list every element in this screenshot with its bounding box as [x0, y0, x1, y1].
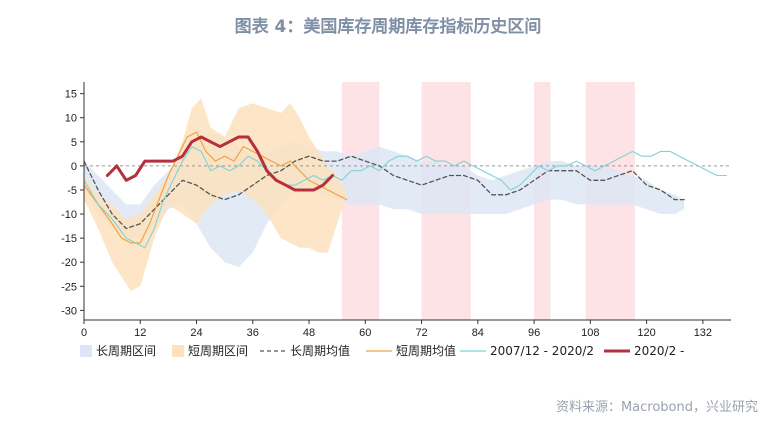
series-line [105, 135, 334, 192]
chart-title: 图表 4：美国库存周期库存指标历史区间 [234, 17, 542, 37]
legend-label: 长周期均值 [290, 343, 350, 358]
axes: 15 10 5 0 -5 -10 -15 -20 -25 -30 0 12 24 36 48 60 72 84 96… [61, 82, 731, 339]
legend-label: 短周期区间 [188, 344, 248, 358]
x-tick-label: 60 [359, 327, 371, 339]
legend-swatch [172, 345, 184, 357]
legend: 长周期区间 短周期区间 长周期均值 短周期均值 2007/12 - 2020/2 2020… [80, 343, 684, 358]
series-lines [83, 131, 727, 249]
x-tick-label: 72 [415, 327, 427, 339]
x-tick-label: 12 [134, 327, 146, 339]
x-tick-label: 84 [472, 327, 484, 339]
legend-label: 长周期区间 [96, 344, 156, 358]
y-tick-label: 0 [71, 161, 77, 173]
y-tick-label: 10 [65, 113, 77, 125]
y-tick-label: -10 [61, 209, 77, 221]
x-tick-label: 108 [581, 327, 599, 339]
x-tick-label: 48 [303, 327, 315, 339]
legend-swatch [80, 345, 92, 357]
source-note: 资料来源：Macrobond，兴业研究 [555, 400, 758, 415]
series-line [83, 146, 727, 249]
x-tick-label: 24 [190, 327, 202, 339]
y-tick-label: -25 [61, 281, 77, 293]
y-tick-label: -30 [61, 305, 77, 317]
y-tick-label: 5 [71, 137, 77, 149]
y-tick-label: -15 [61, 233, 77, 245]
series-line [83, 155, 685, 230]
x-tick-label: 36 [247, 327, 259, 339]
x-tick-label: 132 [694, 327, 712, 339]
x-tick-label: 0 [81, 327, 87, 339]
y-tick-label: 15 [65, 89, 77, 101]
legend-label: 短周期均值 [396, 343, 456, 358]
legend-label: 2020/2 - [634, 344, 684, 358]
y-tick-label: -5 [67, 185, 77, 197]
y-tick-label: -20 [61, 257, 77, 269]
legend-label: 2007/12 - 2020/2 [490, 344, 594, 358]
x-tick-label: 120 [637, 327, 655, 339]
short-cycle-band [84, 98, 347, 292]
x-tick-label: 96 [528, 327, 540, 339]
